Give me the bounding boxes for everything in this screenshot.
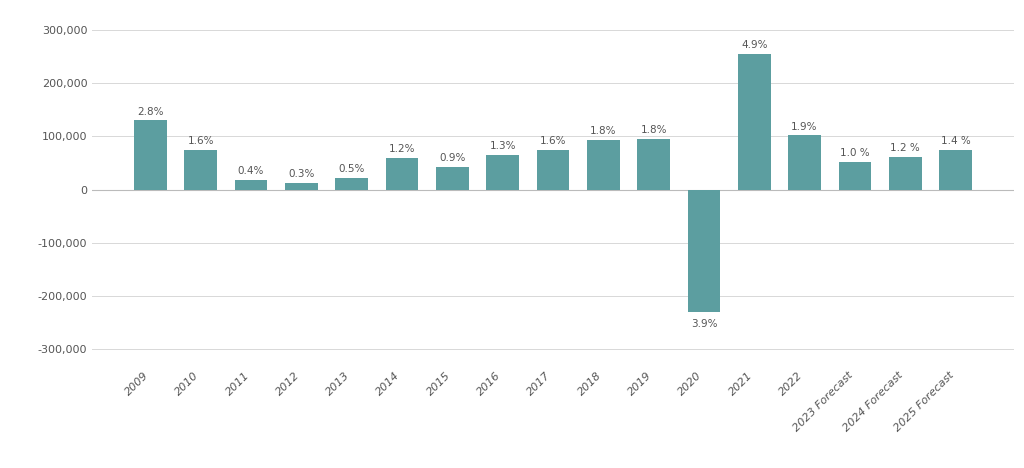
Bar <box>184 150 217 190</box>
Text: 1.6%: 1.6% <box>540 136 566 146</box>
Bar <box>839 162 871 190</box>
Bar <box>687 190 720 312</box>
Bar <box>537 150 569 190</box>
Bar <box>587 140 620 190</box>
Bar <box>637 139 670 190</box>
Bar <box>738 54 771 190</box>
Text: 1.6%: 1.6% <box>187 136 214 146</box>
Bar <box>285 183 317 190</box>
Bar <box>788 135 821 190</box>
Bar <box>939 150 972 190</box>
Text: 0.5%: 0.5% <box>339 164 365 174</box>
Text: 1.0 %: 1.0 % <box>840 148 869 158</box>
Bar <box>889 157 922 190</box>
Text: 3.9%: 3.9% <box>690 319 717 329</box>
Bar <box>335 178 368 190</box>
Text: 0.4%: 0.4% <box>238 166 264 176</box>
Text: 1.3%: 1.3% <box>489 141 516 151</box>
Text: 1.2 %: 1.2 % <box>890 143 921 153</box>
Text: 1.2%: 1.2% <box>389 144 416 154</box>
Bar <box>436 167 469 190</box>
Text: 1.8%: 1.8% <box>640 125 667 135</box>
Text: 2.8%: 2.8% <box>137 107 164 117</box>
Text: 4.9%: 4.9% <box>741 40 767 50</box>
Text: 1.8%: 1.8% <box>590 126 616 136</box>
Text: 0.3%: 0.3% <box>288 169 314 179</box>
Bar <box>234 180 267 190</box>
Bar <box>386 158 419 190</box>
Text: 0.9%: 0.9% <box>439 153 466 163</box>
Text: 1.9%: 1.9% <box>792 122 818 132</box>
Bar <box>486 155 519 190</box>
Bar <box>134 120 167 190</box>
Text: 1.4 %: 1.4 % <box>941 136 971 146</box>
